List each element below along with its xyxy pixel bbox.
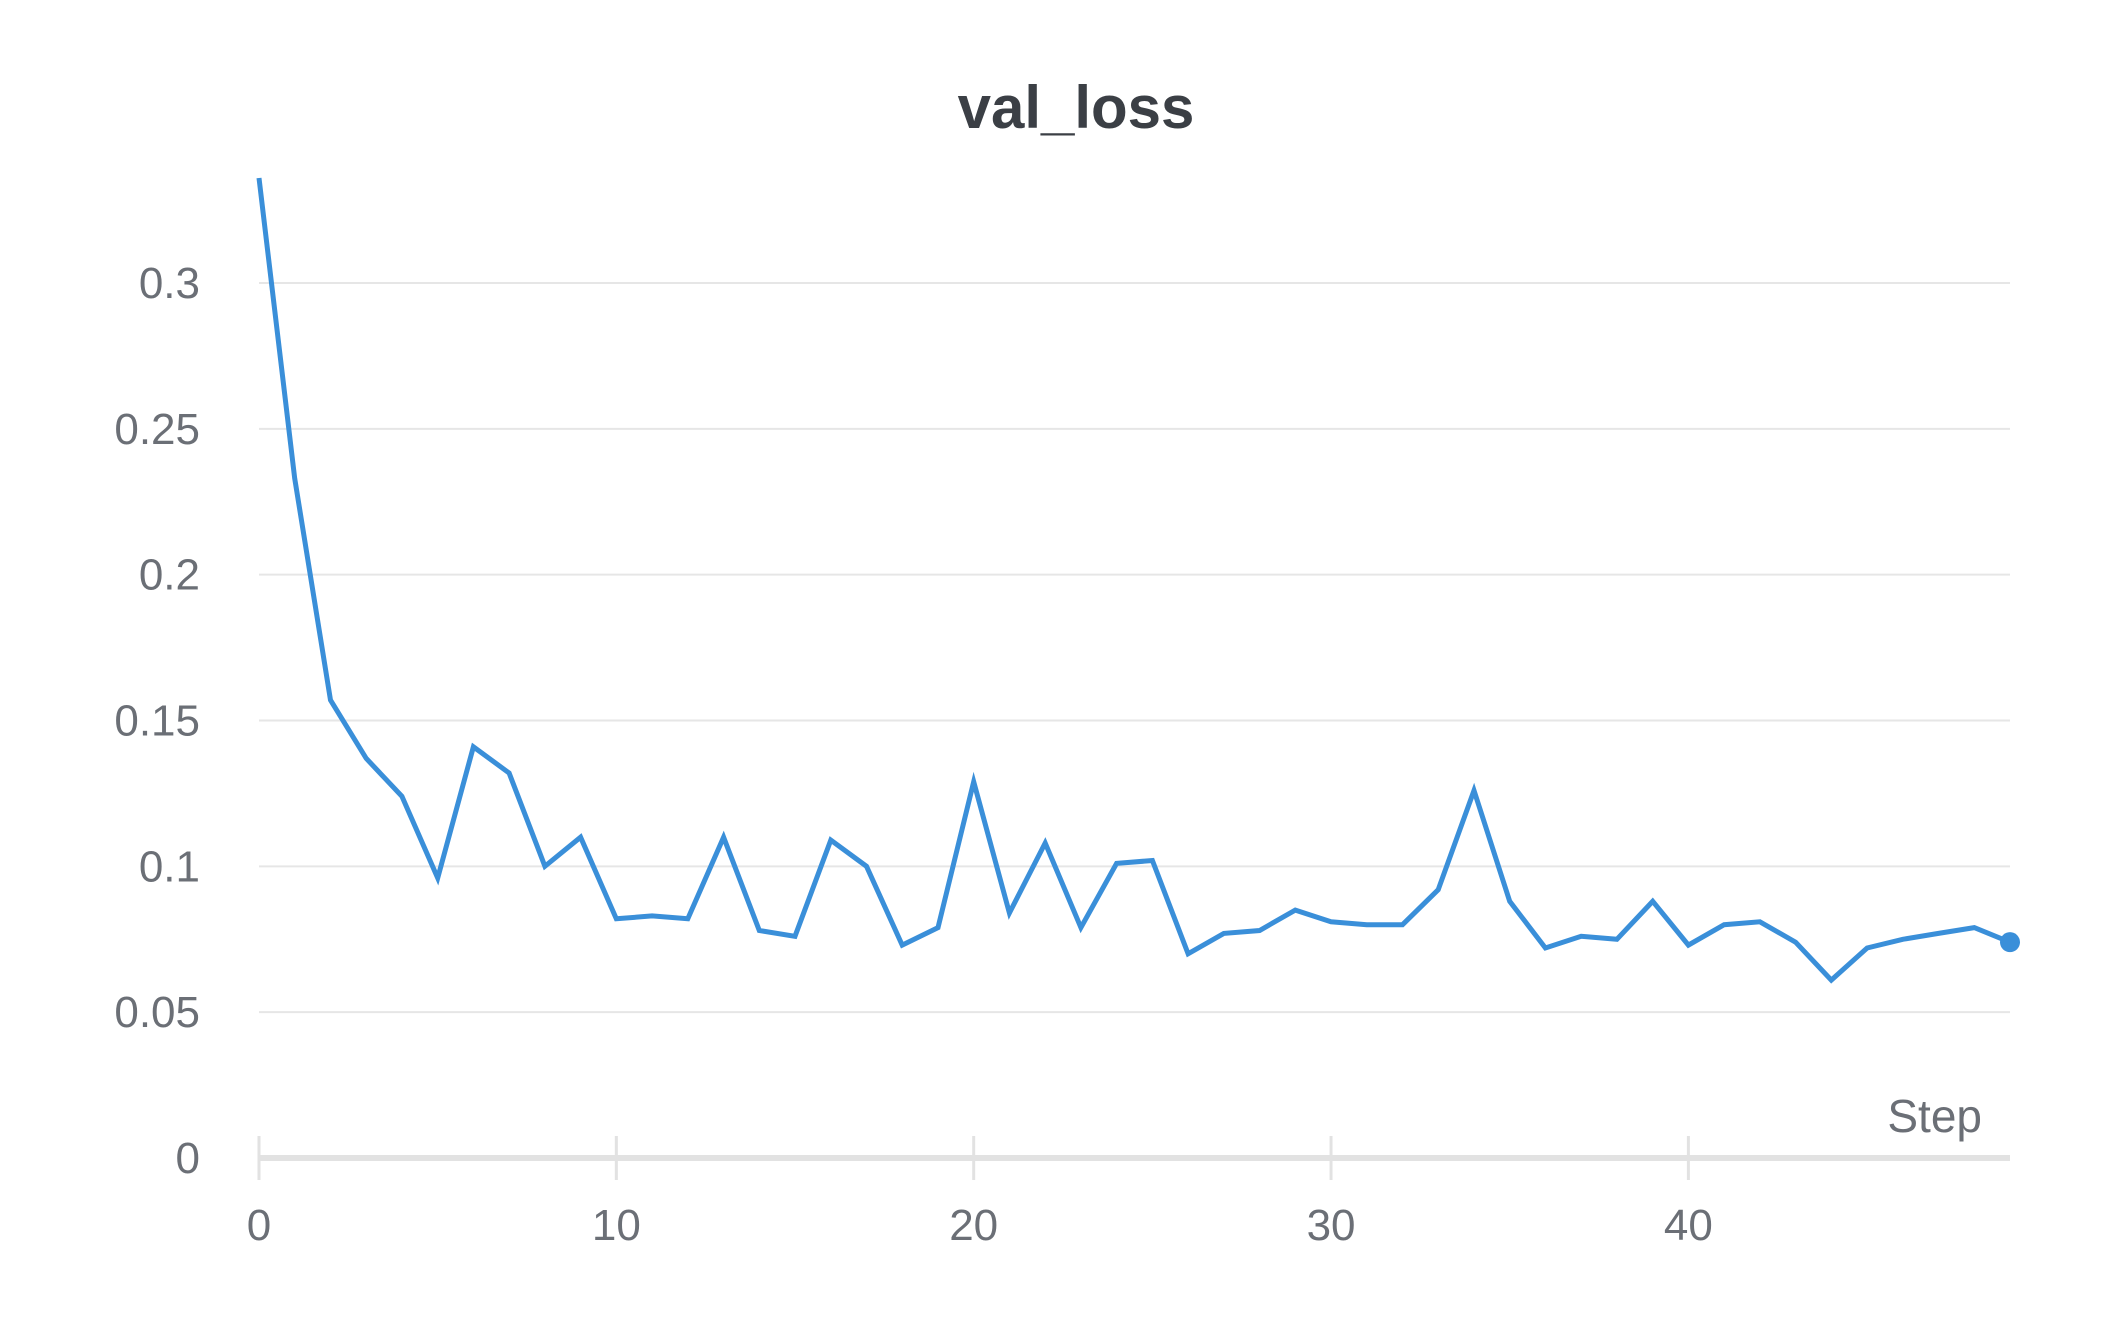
y-tick-label: 0.15 [114, 697, 200, 746]
y-tick-label: 0.3 [139, 259, 200, 308]
x-tick-label: 0 [247, 1201, 271, 1250]
gridlines [259, 283, 2010, 1012]
x-tick-label: 20 [949, 1201, 998, 1250]
y-axis-labels: 0 0.05 0.1 0.15 0.2 0.25 0.3 [114, 259, 200, 1183]
series-group [259, 178, 2020, 980]
y-tick-label: 0.2 [139, 551, 200, 600]
x-axis: 0 10 20 30 40 [247, 1136, 2010, 1250]
x-tick-label: 10 [592, 1201, 641, 1250]
y-tick-label: 0 [176, 1134, 200, 1183]
y-tick-label: 0.1 [139, 842, 200, 891]
series-line [259, 178, 2010, 980]
x-axis-label: Step [1887, 1090, 1982, 1142]
y-tick-label: 0.25 [114, 405, 200, 454]
x-tick-label: 30 [1307, 1201, 1356, 1250]
last-point-marker [2000, 932, 2020, 952]
y-tick-label: 0.05 [114, 988, 200, 1037]
chart-title: val_loss [958, 74, 1195, 141]
x-tick-label: 40 [1664, 1201, 1713, 1250]
